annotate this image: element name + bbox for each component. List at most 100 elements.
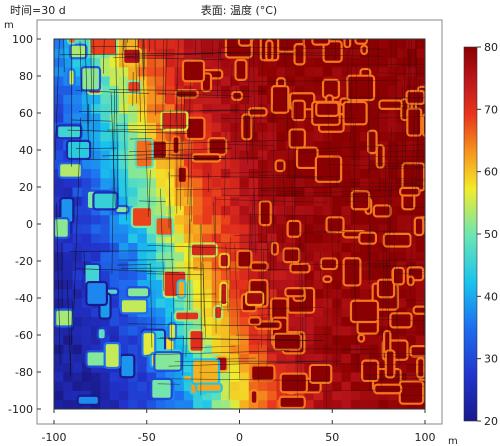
heatmap-cell <box>220 122 231 132</box>
fracture-line <box>266 234 272 370</box>
x-tick-label: 100 <box>415 431 436 444</box>
fracture-line <box>399 395 425 396</box>
heatmap-cell <box>369 39 380 49</box>
heatmap-cell <box>369 399 380 409</box>
heatmap-cell <box>387 390 398 401</box>
heatmap-cell <box>406 335 417 345</box>
fracture-line <box>337 212 340 260</box>
heatmap-cell <box>156 168 166 179</box>
heatmap-cell <box>415 335 425 345</box>
heatmap-cell <box>128 261 138 271</box>
heatmap-cell <box>397 57 407 68</box>
heatmap-cell <box>313 131 324 142</box>
heatmap-cell <box>109 131 120 142</box>
heatmap-cell <box>118 196 129 206</box>
heatmap-cell <box>267 399 278 409</box>
heatmap-cell <box>415 251 425 262</box>
heatmap-cell <box>295 196 305 206</box>
heatmap-cell <box>100 113 111 123</box>
fracture-line <box>384 164 387 214</box>
heatmap-cell <box>146 298 157 308</box>
heatmap-cell <box>322 196 333 206</box>
heatmap-cell <box>313 390 324 401</box>
colorbar-tick-label: 20 <box>484 415 498 428</box>
heatmap-cell <box>63 362 74 373</box>
heatmap-cell <box>369 261 380 271</box>
heatmap-cell <box>360 214 370 225</box>
heatmap-cell <box>193 390 203 401</box>
hot-block <box>342 100 368 126</box>
heatmap-cell <box>118 224 129 234</box>
heatmap-cell <box>360 270 370 280</box>
hot-block <box>249 261 269 272</box>
heatmap-cell <box>128 159 138 169</box>
heatmap-cell <box>146 372 157 382</box>
fracture-line <box>175 186 343 191</box>
fracture-line <box>171 378 329 381</box>
heatmap-cell <box>378 66 389 77</box>
heatmap-cell <box>397 131 407 142</box>
fracture-line <box>393 374 425 377</box>
heatmap-cell <box>63 103 74 114</box>
heatmap-cell <box>258 399 268 409</box>
heatmap-cell <box>202 344 213 354</box>
fracture-line <box>284 48 290 179</box>
fracture-line <box>258 174 340 178</box>
fracture-line <box>87 103 89 134</box>
heatmap-cell <box>146 177 157 188</box>
heatmap-cell <box>72 66 83 77</box>
fracture-line <box>293 103 297 229</box>
heatmap-cell <box>118 381 129 391</box>
heatmap-cell <box>81 307 92 317</box>
heatmap-cell <box>360 399 370 409</box>
heatmap-cell <box>415 57 425 68</box>
heatmap-cell <box>285 390 296 401</box>
heatmap-cell <box>109 168 120 179</box>
heatmap-cell <box>406 150 417 160</box>
hot-block <box>343 39 352 49</box>
heatmap-cell <box>304 251 315 262</box>
heatmap-cell <box>239 196 250 206</box>
heatmap-cell <box>304 196 315 206</box>
heatmap-cell <box>230 140 240 151</box>
heatmap-cell <box>341 390 352 401</box>
heatmap-cell <box>230 372 240 382</box>
heatmap-cell <box>406 66 417 77</box>
heatmap-cell <box>239 335 250 345</box>
heatmap-cell <box>239 224 250 234</box>
hot-block <box>372 204 392 218</box>
heatmap-cell <box>285 205 296 216</box>
heatmap-cell <box>332 66 343 77</box>
heatmap-cell <box>276 168 287 179</box>
heatmap-cell <box>378 399 389 409</box>
heatmap-cell <box>174 251 185 262</box>
heatmap-cell <box>211 399 222 409</box>
fracture-line <box>235 334 329 336</box>
heatmap-cell <box>313 224 324 234</box>
heatmap-cell <box>230 242 240 253</box>
fracture-line <box>307 389 406 392</box>
heatmap-cell <box>258 233 268 243</box>
heatmap-cell <box>100 177 111 188</box>
heatmap-cell <box>415 66 425 77</box>
heatmap-cell <box>100 242 111 253</box>
heatmap-cell <box>118 140 129 151</box>
heatmap-cell <box>258 325 268 336</box>
heatmap-cell <box>387 196 398 206</box>
heatmap-cell <box>295 316 305 327</box>
hot-block <box>213 304 224 321</box>
heatmap-cell <box>165 48 176 58</box>
heatmap-cell <box>128 122 138 132</box>
heatmap-cell <box>202 57 213 68</box>
fracture-line <box>160 188 165 292</box>
heatmap-cell <box>322 242 333 253</box>
heatmap-cell <box>248 85 259 95</box>
fracture-line <box>223 46 388 50</box>
heatmap-cell <box>295 242 305 253</box>
heatmap-cell <box>341 187 352 197</box>
fracture-line <box>364 373 425 376</box>
fracture-line <box>260 190 305 192</box>
heatmap-cell <box>276 251 287 262</box>
heatmap-cell <box>54 196 64 206</box>
hot-block <box>249 389 259 405</box>
